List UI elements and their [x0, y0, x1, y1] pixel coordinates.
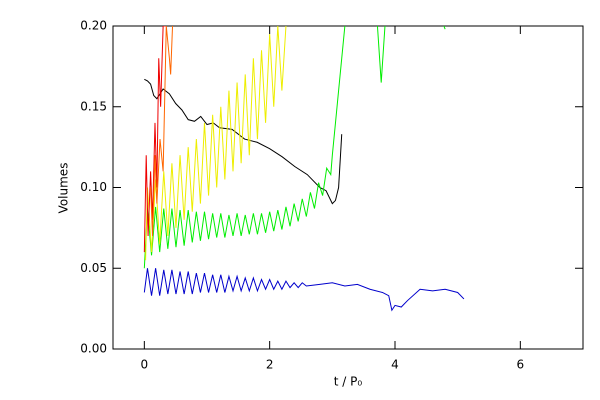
- y-axis-label: Volumes: [57, 163, 71, 214]
- data-line: [143, 26, 167, 253]
- data-line: [145, 26, 287, 261]
- data-line: [143, 268, 465, 312]
- data-line: [143, 26, 346, 269]
- data-line: [144, 78, 343, 205]
- x-tick-label: 6: [517, 358, 525, 372]
- y-tick-label: 0.00: [80, 342, 107, 356]
- plot-frame: [112, 25, 584, 350]
- plot-area: [143, 26, 465, 312]
- y-tick-label: 0.05: [80, 261, 107, 275]
- x-tick-label: 2: [266, 358, 274, 372]
- data-line: [150, 26, 174, 236]
- data-line: [443, 26, 446, 30]
- data-line: [376, 26, 386, 83]
- y-tick-label: 0.20: [80, 19, 107, 33]
- x-axis-label: t / P₀: [334, 375, 363, 389]
- x-tick-label: 4: [391, 358, 399, 372]
- y-tick-label: 0.10: [80, 180, 107, 194]
- x-tick-label: 0: [141, 358, 149, 372]
- y-tick-label: 0.15: [80, 99, 107, 113]
